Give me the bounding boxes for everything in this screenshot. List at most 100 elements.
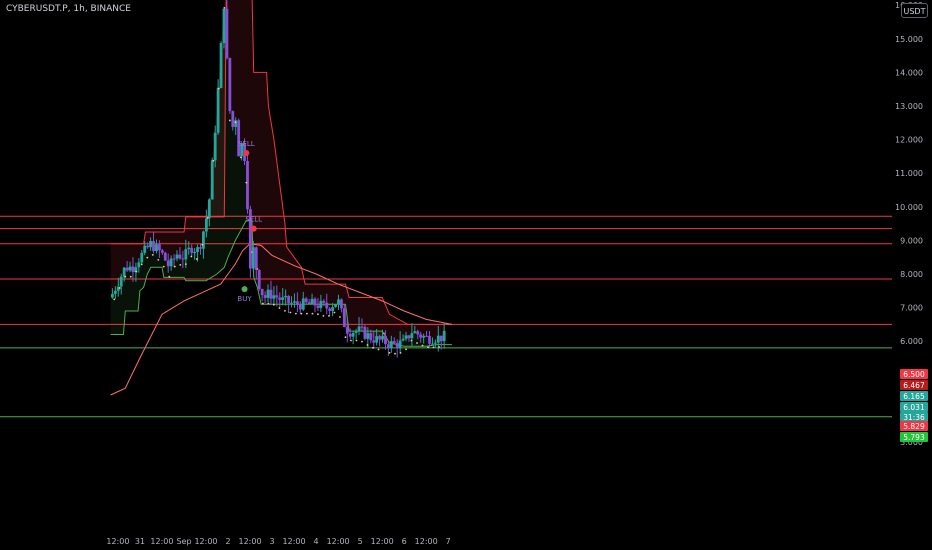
trail-dot bbox=[179, 264, 182, 266]
trail-dot bbox=[272, 303, 275, 306]
candle-body bbox=[219, 42, 223, 88]
candle-body bbox=[119, 276, 123, 287]
candle-body bbox=[210, 160, 214, 200]
trail-dot bbox=[195, 258, 198, 260]
trail-dot bbox=[256, 268, 259, 270]
candle-body bbox=[389, 341, 393, 348]
price-label-box bbox=[900, 369, 928, 379]
candle-body bbox=[202, 231, 205, 249]
candle-body bbox=[260, 288, 264, 296]
candle-body bbox=[401, 338, 405, 341]
candle-body bbox=[278, 297, 282, 300]
x-tick-label: 6 bbox=[402, 537, 407, 546]
resistance-band-fill bbox=[110, 0, 445, 345]
candle-body bbox=[155, 244, 158, 252]
y-tick-label: 14.000 bbox=[895, 68, 923, 77]
y-tick-label: 3.000 bbox=[900, 438, 923, 447]
trail-dot bbox=[118, 287, 121, 289]
candle-body bbox=[322, 300, 326, 303]
candle-body bbox=[149, 240, 152, 248]
candle-body bbox=[284, 295, 288, 298]
candle-body bbox=[295, 301, 299, 305]
candle-body bbox=[357, 326, 361, 332]
candle-body bbox=[125, 267, 129, 271]
candle-body bbox=[342, 308, 346, 327]
x-tick-label: 2 bbox=[225, 537, 230, 546]
candle-body bbox=[187, 247, 191, 250]
candle-body bbox=[175, 254, 179, 259]
x-tick-label: 12:00 bbox=[415, 537, 438, 546]
x-tick-label: 12:00 bbox=[327, 537, 350, 546]
candle-body bbox=[234, 120, 238, 127]
candle-body bbox=[134, 267, 138, 273]
y-axis[interactable]: 3.0004.0005.0006.0007.0008.0009.00010.00… bbox=[895, 0, 923, 447]
candle-body bbox=[131, 266, 135, 273]
candle-body bbox=[293, 301, 296, 303]
trail-dot bbox=[438, 346, 440, 348]
candle-body bbox=[231, 111, 235, 127]
trail-dot bbox=[300, 312, 303, 315]
candle-body bbox=[348, 333, 352, 337]
x-axis[interactable]: 12:00 31 12:00 Sep 12:00 2 12:00 3 12:00 4 12:00 5 1… bbox=[106, 537, 450, 546]
trail-dot bbox=[234, 121, 237, 124]
candle-body bbox=[407, 335, 411, 339]
trail-dot bbox=[228, 119, 231, 122]
candle-body bbox=[416, 331, 420, 335]
candle-body bbox=[354, 331, 358, 333]
candle-body bbox=[287, 295, 290, 304]
candle-body bbox=[228, 58, 232, 112]
trail-dot bbox=[151, 253, 154, 256]
price-label-box bbox=[900, 432, 928, 442]
trail-dot bbox=[361, 340, 363, 343]
trail-dot bbox=[173, 265, 176, 268]
price-label-box bbox=[900, 380, 928, 390]
upper-band-line bbox=[110, 0, 452, 325]
y-tick-label: 11.000 bbox=[895, 169, 923, 178]
candle-body bbox=[442, 330, 446, 342]
candle-body bbox=[304, 298, 308, 303]
trail-dot bbox=[267, 302, 270, 305]
candle-body bbox=[122, 267, 126, 277]
y-tick-label: 15.000 bbox=[895, 35, 923, 44]
x-tick-label: 12:00 bbox=[283, 537, 306, 546]
trail-dot bbox=[201, 243, 204, 246]
candle-body bbox=[328, 308, 332, 311]
symbol-title[interactable]: CYBERUSDT.P, 1h, BINANCE bbox=[6, 4, 131, 14]
buy-label: BUY bbox=[237, 295, 252, 303]
candle-body bbox=[316, 305, 320, 308]
candle-body bbox=[152, 240, 155, 252]
signals: SELL SELL BUY bbox=[237, 140, 262, 303]
candle-body bbox=[413, 331, 417, 334]
trail-dot bbox=[339, 316, 341, 318]
candle-body bbox=[384, 335, 387, 345]
trail-dot bbox=[223, 6, 226, 9]
trail-dot bbox=[289, 311, 292, 314]
trail-dot bbox=[245, 181, 248, 184]
trail-dot bbox=[427, 346, 429, 349]
candle-body bbox=[310, 298, 314, 304]
candle-body bbox=[410, 333, 414, 339]
trail-dot bbox=[311, 312, 314, 315]
candle-body bbox=[237, 120, 241, 157]
trail-dot bbox=[405, 348, 407, 351]
trail-dot bbox=[212, 159, 215, 162]
candle-body bbox=[263, 295, 267, 298]
candle-body bbox=[439, 335, 443, 342]
candle-body bbox=[140, 252, 144, 263]
candle-body bbox=[337, 299, 340, 305]
trail-dot bbox=[394, 352, 396, 355]
candle-body bbox=[351, 332, 355, 337]
candle-body bbox=[281, 297, 285, 300]
price-label-text: 6.165 bbox=[903, 392, 925, 401]
currency-button[interactable]: USDT bbox=[901, 3, 928, 18]
candle-body bbox=[433, 342, 437, 344]
trail-dots bbox=[113, 6, 440, 355]
candle-body bbox=[419, 334, 423, 338]
trail-dot bbox=[328, 314, 330, 317]
candle-body bbox=[222, 8, 226, 43]
lower-band-line bbox=[110, 219, 452, 347]
candle-body bbox=[290, 302, 293, 304]
trail-dot bbox=[366, 344, 369, 346]
candle-body bbox=[269, 289, 273, 299]
